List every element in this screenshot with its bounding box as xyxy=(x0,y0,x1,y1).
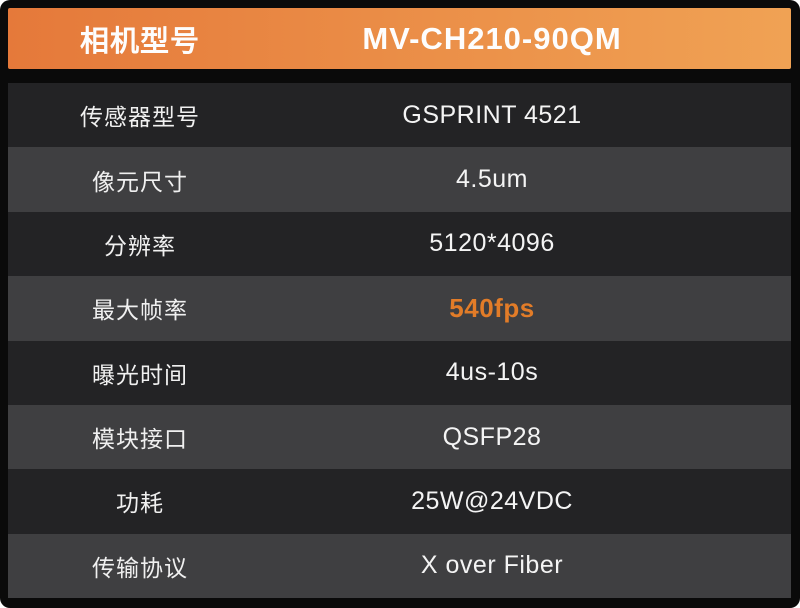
table-row-transport-protocol: 传输协议 X over Fiber xyxy=(8,533,791,598)
table-row-power: 功耗 25W@24VDC xyxy=(8,469,791,534)
table-row-resolution: 分辨率 5120*4096 xyxy=(8,211,791,277)
row-label: 最大帧率 xyxy=(92,297,188,324)
row-value: GSPRINT 4521 xyxy=(402,100,582,129)
row-label: 功耗 xyxy=(116,490,164,517)
row-value: 4us-10s xyxy=(445,358,539,387)
table-row-max-framerate: 最大帧率 540fps xyxy=(8,276,791,341)
row-value: 5120*4096 xyxy=(429,229,555,258)
row-label: 传输协议 xyxy=(92,554,188,581)
camera-model: MV-CH210-90QM xyxy=(362,20,622,56)
table-row-module-interface: 模块接口 QSFP28 xyxy=(8,404,791,470)
header-label: 相机型号 xyxy=(79,25,200,58)
table-row-sensor-model: 传感器型号 GSPRINT 4521 xyxy=(8,83,791,148)
table-body: 传感器型号 GSPRINT 4521 像元尺寸 4.5um 分辨率 5120*4… xyxy=(8,83,791,598)
row-value-highlighted: 540fps xyxy=(449,292,535,323)
table-row-exposure-time: 曝光时间 4us-10s xyxy=(8,340,791,405)
row-label: 曝光时间 xyxy=(92,361,188,388)
row-label: 传感器型号 xyxy=(80,104,200,131)
row-value: 25W@24VDC xyxy=(411,486,573,515)
row-value: 4.5um xyxy=(456,165,528,194)
row-label: 模块接口 xyxy=(92,426,188,453)
row-value: QSFP28 xyxy=(442,422,542,451)
table-header-row: 相机型号 MV-CH210-90QM xyxy=(8,8,791,69)
row-label: 像元尺寸 xyxy=(92,168,188,195)
row-label: 分辨率 xyxy=(104,232,176,259)
table-row-pixel-size: 像元尺寸 4.5um xyxy=(8,147,791,212)
row-value: X over Fiber xyxy=(420,551,564,580)
